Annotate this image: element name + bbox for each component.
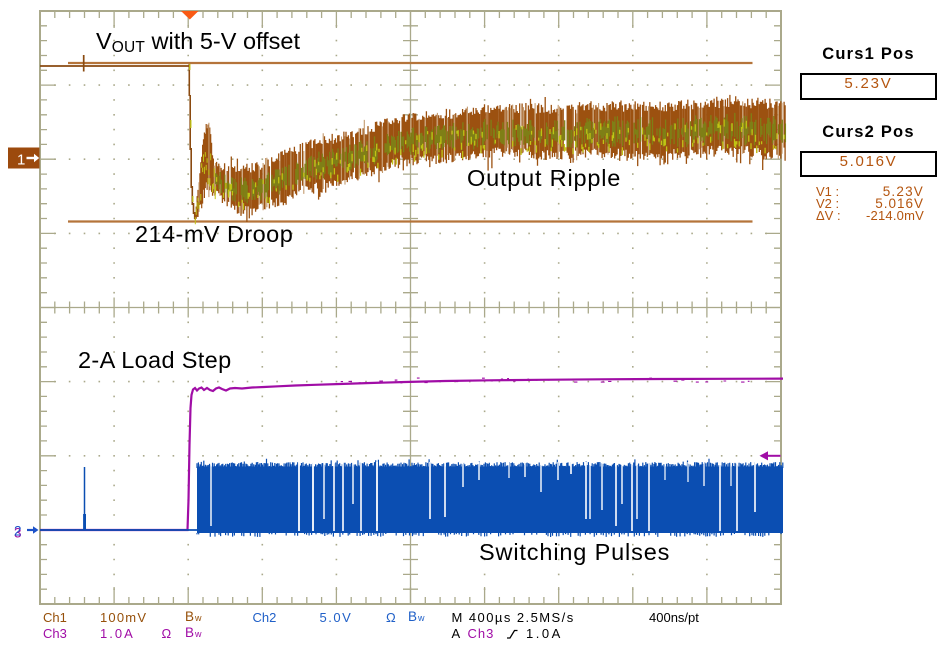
svg-text:3: 3 <box>14 526 22 541</box>
svg-text:2: 2 <box>14 524 22 539</box>
svg-text:1: 1 <box>17 152 25 169</box>
